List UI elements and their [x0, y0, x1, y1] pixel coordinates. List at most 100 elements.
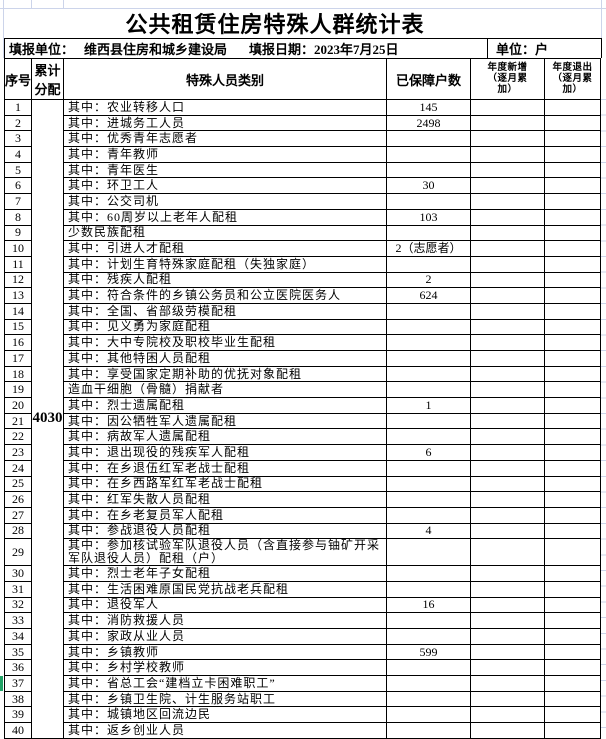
secured-count-cell[interactable] [386, 659, 471, 677]
category-cell[interactable]: 其中：城镇地区回流边民 [63, 706, 387, 724]
row-number-cell[interactable]: 8 [4, 208, 32, 226]
annual-exit-cell[interactable] [544, 193, 601, 210]
annual-exit-cell[interactable] [544, 146, 601, 163]
category-cell[interactable]: 其中：红军失散人员配租 [63, 491, 387, 508]
row-number-cell[interactable]: 7 [4, 193, 32, 210]
col-header-secured[interactable]: 已保障户数 [386, 58, 471, 100]
annual-exit-cell[interactable] [544, 643, 601, 661]
category-cell[interactable]: 造血干细胞（骨髓）捐献者 [63, 381, 387, 399]
annual-exit-cell[interactable] [544, 675, 601, 692]
annual-exit-cell[interactable] [544, 491, 601, 508]
annual-new-cell[interactable] [470, 690, 545, 708]
annual-new-cell[interactable] [470, 99, 545, 116]
row-number-cell[interactable]: 29 [4, 538, 32, 567]
annual-new-cell[interactable] [470, 161, 545, 179]
annual-new-cell[interactable] [470, 381, 545, 399]
secured-count-cell[interactable]: 624 [386, 287, 471, 304]
annual-exit-cell[interactable] [544, 302, 601, 320]
annual-exit-cell[interactable] [544, 444, 601, 461]
annual-new-cell[interactable] [470, 130, 545, 148]
row-number-cell[interactable]: 34 [4, 628, 32, 645]
annual-new-cell[interactable] [470, 114, 545, 132]
annual-new-cell[interactable] [470, 193, 545, 210]
secured-count-cell[interactable]: 2 [386, 271, 471, 289]
annual-exit-cell[interactable] [544, 287, 601, 304]
annual-new-cell[interactable] [470, 350, 545, 367]
secured-count-cell[interactable] [386, 334, 471, 351]
annual-new-cell[interactable] [470, 675, 545, 692]
category-cell[interactable]: 其中：残疾人配租 [63, 271, 387, 289]
category-cell[interactable]: 其中：病故军人遗属配租 [63, 428, 387, 446]
annual-exit-cell[interactable] [544, 506, 601, 524]
secured-count-cell[interactable]: 1 [386, 397, 471, 414]
category-cell[interactable]: 其中：其他特困人员配租 [63, 350, 387, 367]
annual-exit-cell[interactable] [544, 722, 601, 739]
annual-new-cell[interactable] [470, 538, 545, 567]
secured-count-cell[interactable] [386, 491, 471, 508]
row-number-cell[interactable]: 19 [4, 381, 32, 399]
annual-exit-cell[interactable] [544, 706, 601, 724]
annual-exit-cell[interactable] [544, 522, 601, 540]
secured-count-cell[interactable]: 599 [386, 643, 471, 661]
col-header-serial[interactable]: 序号 [4, 58, 32, 100]
annual-new-cell[interactable] [470, 365, 545, 383]
annual-new-cell[interactable] [470, 475, 545, 493]
row-number-cell[interactable]: 18 [4, 365, 32, 383]
category-cell[interactable]: 其中：全国、省部级劳模配租 [63, 302, 387, 320]
row-number-cell[interactable]: 31 [4, 580, 32, 598]
annual-exit-cell[interactable] [544, 459, 601, 477]
row-number-cell[interactable]: 35 [4, 643, 32, 661]
row-number-cell[interactable]: 32 [4, 596, 32, 614]
secured-count-cell[interactable] [386, 722, 471, 739]
annual-new-cell[interactable] [470, 596, 545, 614]
category-cell[interactable]: 其中：在乡老复员军人配租 [63, 506, 387, 524]
secured-count-cell[interactable]: 6 [386, 444, 471, 461]
row-number-cell[interactable]: 5 [4, 161, 32, 179]
annual-new-cell[interactable] [470, 271, 545, 289]
annual-exit-cell[interactable] [544, 580, 601, 598]
row-number-cell[interactable]: 23 [4, 444, 32, 461]
secured-count-cell[interactable] [386, 193, 471, 210]
row-number-cell[interactable]: 24 [4, 459, 32, 477]
row-number-cell[interactable]: 15 [4, 318, 32, 336]
secured-count-cell[interactable] [386, 318, 471, 336]
category-cell[interactable]: 其中：农业转移人口 [63, 99, 387, 116]
annual-exit-cell[interactable] [544, 271, 601, 289]
secured-count-cell[interactable] [386, 690, 471, 708]
secured-count-cell[interactable] [386, 350, 471, 367]
row-number-cell[interactable]: 40 [4, 722, 32, 739]
category-cell[interactable]: 其中：进城务工人员 [63, 114, 387, 132]
row-number-cell[interactable]: 16 [4, 334, 32, 351]
annual-exit-cell[interactable] [544, 240, 601, 257]
annual-new-cell[interactable] [470, 146, 545, 163]
secured-count-cell[interactable] [386, 580, 471, 598]
annual-new-cell[interactable] [470, 224, 545, 242]
row-number-cell[interactable]: 12 [4, 271, 32, 289]
secured-count-cell[interactable] [386, 506, 471, 524]
secured-count-cell[interactable] [386, 538, 471, 567]
annual-exit-cell[interactable] [544, 318, 601, 336]
category-cell[interactable]: 其中：乡村学校教师 [63, 659, 387, 677]
row-number-cell[interactable]: 11 [4, 255, 32, 273]
annual-exit-cell[interactable] [544, 334, 601, 351]
annual-new-cell[interactable] [470, 506, 545, 524]
secured-count-cell[interactable] [386, 675, 471, 692]
annual-exit-cell[interactable] [544, 177, 601, 195]
annual-exit-cell[interactable] [544, 114, 601, 132]
secured-count-cell[interactable] [386, 412, 471, 430]
annual-exit-cell[interactable] [544, 690, 601, 708]
annual-new-cell[interactable] [470, 628, 545, 645]
title-cell[interactable]: 公共租赁住房特殊人群统计表 [0, 8, 550, 38]
row-number-cell[interactable]: 3 [4, 130, 32, 148]
secured-count-cell[interactable] [386, 706, 471, 724]
annual-new-cell[interactable] [470, 208, 545, 226]
secured-count-cell[interactable]: 145 [386, 99, 471, 116]
secured-count-cell[interactable] [386, 628, 471, 645]
annual-new-cell[interactable] [470, 318, 545, 336]
category-cell[interactable]: 其中：在乡西路军红军老战士配租 [63, 475, 387, 493]
row-number-cell[interactable]: 36 [4, 659, 32, 677]
annual-new-cell[interactable] [470, 659, 545, 677]
annual-exit-cell[interactable] [544, 99, 601, 116]
annual-exit-cell[interactable] [544, 475, 601, 493]
secured-count-cell[interactable] [386, 224, 471, 242]
